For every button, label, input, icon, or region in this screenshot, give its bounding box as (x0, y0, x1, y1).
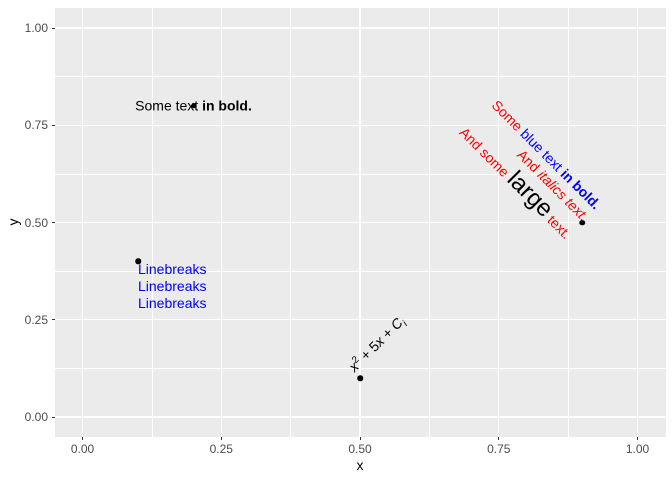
y-gridline-major (55, 27, 666, 29)
x-tick-mark (220, 436, 222, 440)
y-gridline-major (55, 124, 666, 126)
x-tick-label: 0.00 (70, 442, 95, 456)
x-tick-mark (637, 436, 638, 440)
y-tick-label: 0.75 (24, 118, 48, 133)
y-gridline-major (55, 416, 666, 418)
y-tick-label: 0.00 (24, 410, 48, 424)
x-axis-title: x (356, 457, 364, 473)
y-gridline-major (55, 221, 666, 224)
y-tick-label: 0.50 (24, 215, 48, 230)
x-tick-label: 0.75 (487, 442, 511, 456)
x-tick-label: 0.25 (209, 442, 233, 456)
x-tick-mark (498, 436, 500, 440)
x-tick-label: 0.50 (348, 442, 372, 456)
y-axis-title: y (5, 218, 21, 226)
y-tick-label: 1.00 (24, 21, 48, 35)
y-gridline-major (55, 319, 666, 321)
x-tick-mark (82, 436, 83, 440)
plot-panel (55, 7, 666, 437)
y-tick-label: 0.25 (24, 312, 48, 327)
x-tick-mark (359, 436, 361, 440)
x-tick-label: 1.00 (625, 442, 650, 456)
